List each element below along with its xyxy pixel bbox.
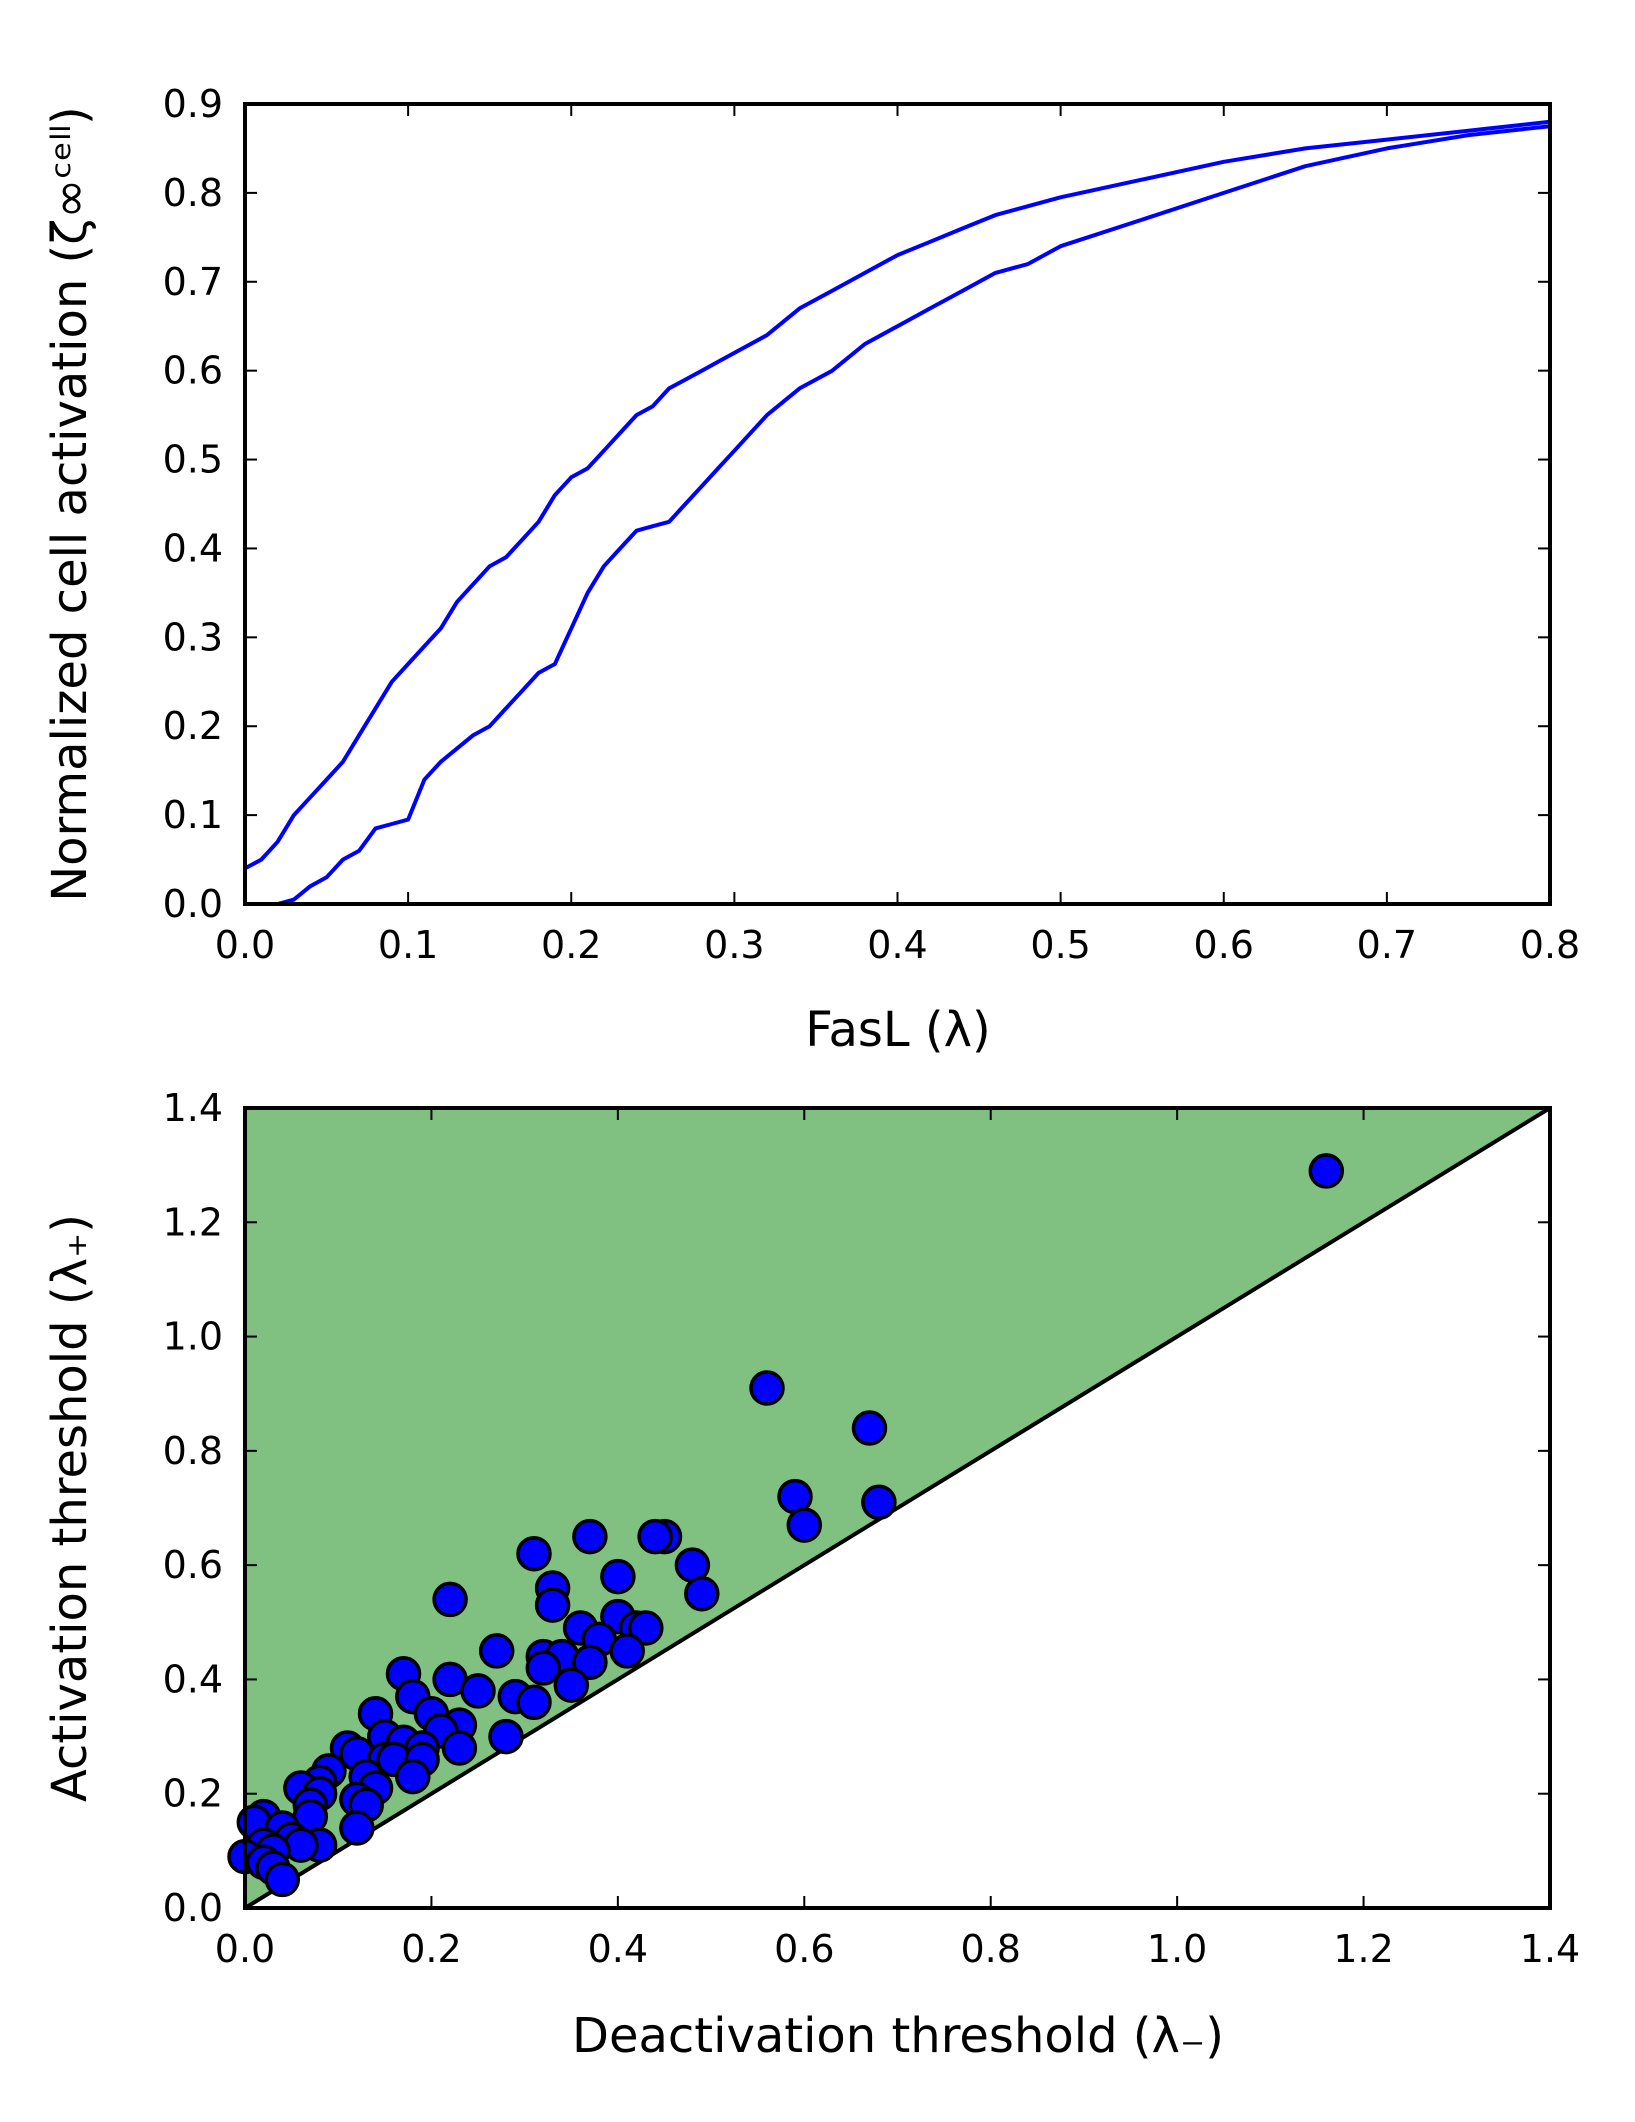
bottom-y-tick-label: 0.6 — [163, 1543, 223, 1587]
threshold-scatter-chart: 0.0 0.2 0.4 0.6 0.8 1.0 1.2 1.4 0.0 0.2 0.4 0.6 0.8 1… — [42, 1086, 1580, 2064]
threshold-point — [553, 1667, 590, 1703]
top-y-tick-label: 0.1 — [163, 793, 223, 837]
bottom-x-tick-label: 1.4 — [1520, 1927, 1580, 1971]
activation-curve-series-1 — [244, 119, 1551, 871]
top-y-tick-label: 0.2 — [163, 704, 223, 748]
bottom-x-tick-label: 1.0 — [1147, 1927, 1207, 1971]
top-y-tick-label: 0.0 — [163, 882, 223, 926]
bottom-y-tick-label: 0.0 — [163, 1886, 223, 1930]
threshold-point — [441, 1730, 478, 1766]
threshold-point — [786, 1507, 823, 1543]
threshold-point — [534, 1587, 571, 1623]
threshold-point — [637, 1518, 673, 1555]
bottom-x-axis-label: Deactivation threshold (λ₋) — [572, 2008, 1224, 2064]
top-y-tick-label: 0.9 — [163, 82, 223, 126]
top-x-tick-label: 0.1 — [378, 923, 438, 967]
top-y-tick-label: 0.8 — [163, 171, 223, 215]
threshold-point — [395, 1758, 431, 1795]
top-x-tick-label: 0.2 — [541, 923, 601, 967]
threshold-point — [339, 1810, 375, 1846]
threshold-point — [488, 1718, 524, 1755]
activation-curve-series-2 — [245, 124, 1551, 906]
top-x-tick-label: 0.7 — [1357, 923, 1417, 967]
bottom-x-tick-label: 0.4 — [588, 1927, 648, 1971]
identity-diagonal-line — [243, 1106, 1552, 1910]
top-x-tick-label: 0.0 — [215, 923, 275, 967]
threshold-point — [516, 1684, 552, 1721]
bottom-y-tick-label: 0.8 — [163, 1429, 223, 1473]
top-y-tick-label: 0.3 — [163, 615, 223, 659]
top-x-axis-label: FasL (λ) — [805, 1002, 990, 1058]
threshold-point — [861, 1484, 897, 1521]
threshold-point — [264, 1861, 301, 1898]
bottom-y-axis-label: Activation threshold (λ₊) — [42, 1214, 98, 1802]
top-x-tick-label: 0.4 — [867, 923, 927, 967]
threshold-point — [572, 1518, 608, 1555]
threshold-point — [628, 1610, 664, 1646]
top-x-tick-label: 0.5 — [1030, 923, 1090, 967]
bottom-axis-ticks: 0.0 0.2 0.4 0.6 0.8 1.0 1.2 1.4 0.0 0.2 0.4 0.6 0.8 1… — [163, 1086, 1581, 1971]
threshold-point — [478, 1633, 515, 1669]
threshold-point — [516, 1535, 552, 1572]
top-y-tick-label: 0.5 — [163, 438, 223, 482]
bottom-x-tick-label: 0.2 — [401, 1927, 461, 1971]
threshold-point — [460, 1673, 496, 1709]
threshold-point — [600, 1558, 636, 1595]
threshold-point — [525, 1650, 562, 1686]
top-y-tick-label: 0.4 — [163, 526, 223, 570]
bottom-plot-frame — [243, 1106, 1552, 1910]
threshold-point — [609, 1633, 645, 1669]
top-x-tick-label: 0.3 — [704, 923, 764, 967]
bottom-x-tick-label: 0.6 — [774, 1927, 834, 1971]
bottom-y-tick-label: 0.2 — [163, 1772, 223, 1816]
threshold-point — [851, 1410, 888, 1446]
bottom-y-tick-label: 1.0 — [163, 1315, 223, 1359]
bottom-y-tick-label: 1.2 — [163, 1200, 223, 1244]
top-x-tick-label: 0.8 — [1520, 923, 1580, 967]
bottom-y-tick-label: 1.4 — [163, 1086, 223, 1130]
top-y-tick-label: 0.7 — [163, 260, 223, 304]
top-x-tick-label: 0.6 — [1194, 923, 1254, 967]
top-axis-ticks: 0.0 0.1 0.2 0.3 0.4 0.5 0.6 0.7 0.8 0.0 0.1 0.2 0.3 0… — [163, 82, 1581, 967]
top-y-tick-label: 0.6 — [163, 349, 223, 393]
activation-curve-chart: 0.0 0.1 0.2 0.3 0.4 0.5 0.6 0.7 0.8 0.0 0.1 0.2 0.3 0… — [42, 82, 1580, 1058]
threshold-point — [1308, 1153, 1345, 1189]
threshold-points — [227, 1153, 1345, 1898]
threshold-point — [572, 1644, 608, 1681]
bottom-x-tick-label: 0.8 — [960, 1927, 1020, 1971]
bottom-x-tick-label: 1.2 — [1333, 1927, 1393, 1971]
activation-curves — [244, 119, 1551, 906]
threshold-point — [432, 1581, 468, 1618]
bottom-y-tick-label: 0.4 — [163, 1657, 223, 1701]
bottom-x-tick-label: 0.0 — [215, 1927, 275, 1971]
threshold-point — [749, 1370, 785, 1406]
top-y-axis-label: Normalized cell activation (ζ∞ᶜᵉˡˡ) — [42, 106, 98, 902]
threshold-point — [684, 1575, 720, 1612]
top-plot-frame — [243, 102, 1552, 906]
